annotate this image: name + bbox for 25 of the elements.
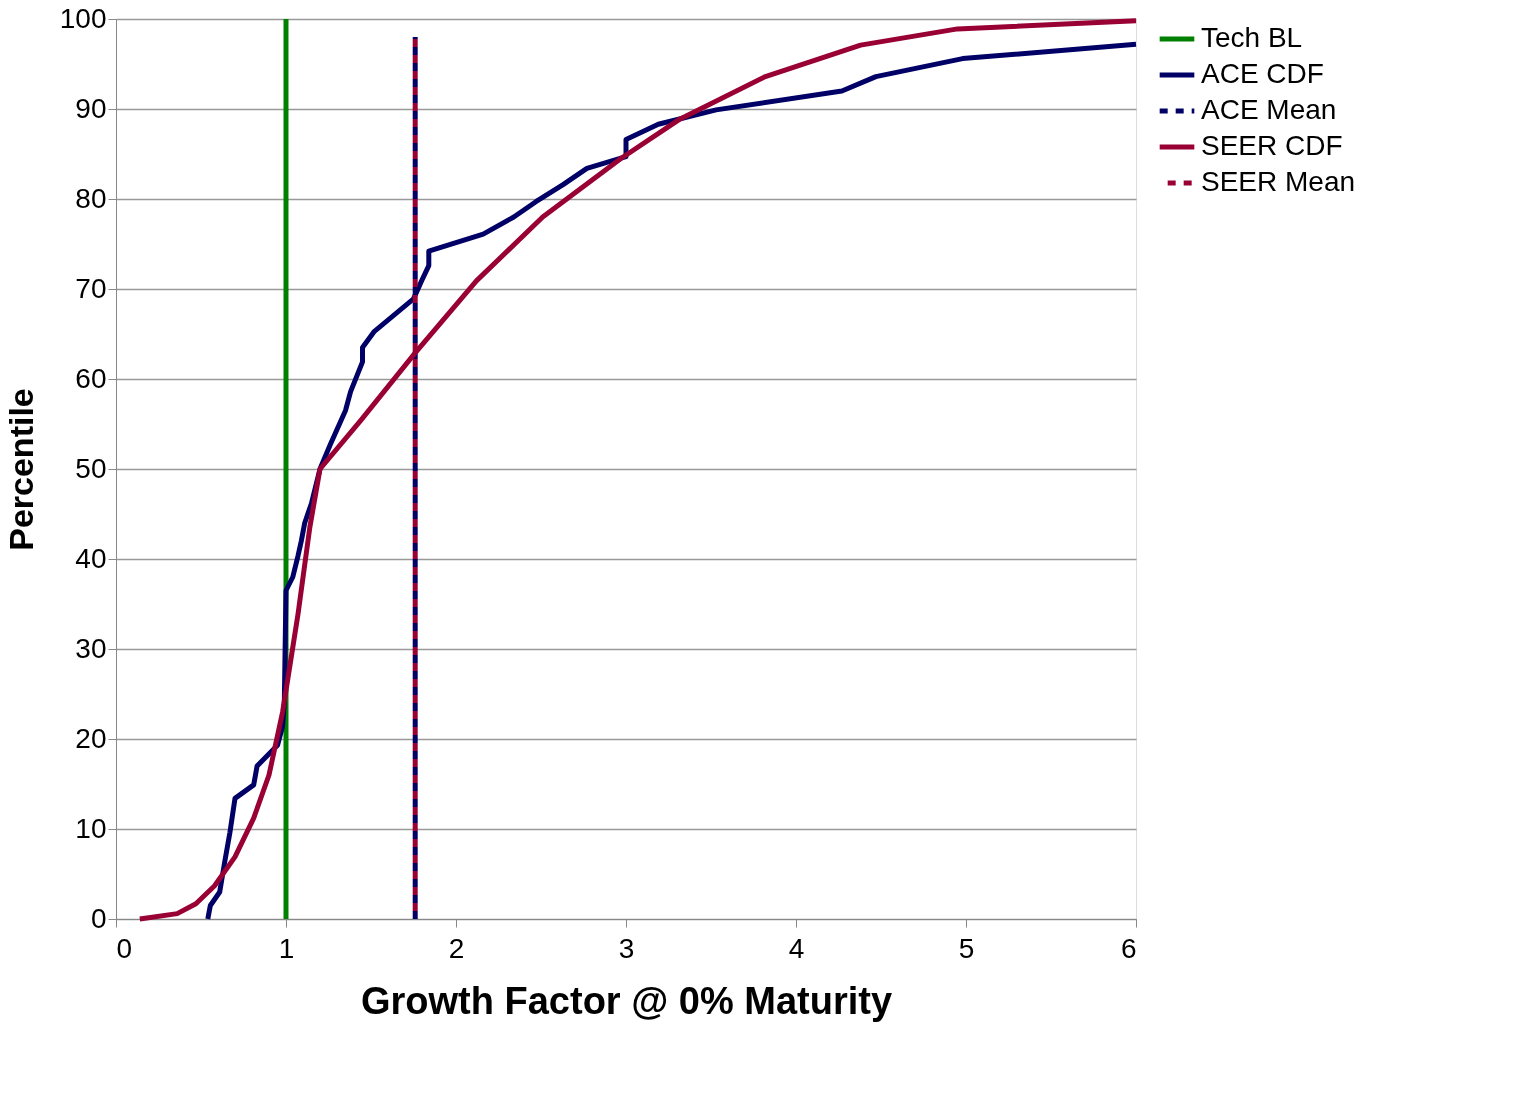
x-tick-label: 0 bbox=[116, 932, 133, 964]
y-axis-title: Percentile bbox=[1, 388, 40, 551]
y-tick-label: 40 bbox=[75, 542, 107, 574]
x-tick-label: 3 bbox=[618, 932, 635, 964]
y-tick-label: 20 bbox=[75, 722, 107, 754]
y-tick-label: 30 bbox=[75, 632, 107, 664]
x-tick-label: 4 bbox=[788, 932, 805, 964]
legend-label: SEER CDF bbox=[1201, 130, 1343, 161]
y-tick-label: 70 bbox=[75, 272, 107, 304]
y-tick-label: 10 bbox=[75, 812, 107, 844]
legend-label: ACE CDF bbox=[1201, 58, 1324, 89]
x-tick-label: 6 bbox=[1120, 932, 1137, 964]
legend-label: Tech BL bbox=[1201, 22, 1303, 53]
y-tick-label: 90 bbox=[75, 92, 107, 124]
y-tick-label: 80 bbox=[75, 182, 107, 214]
x-tick-label: 1 bbox=[278, 932, 295, 964]
x-tick-label: 2 bbox=[448, 932, 465, 964]
y-tick-label: 100 bbox=[59, 2, 107, 34]
x-tick-label: 5 bbox=[958, 932, 975, 964]
legend-label: ACE Mean bbox=[1201, 94, 1337, 125]
y-tick-label: 60 bbox=[75, 362, 107, 394]
legend-label: SEER Mean bbox=[1201, 166, 1356, 197]
y-tick-label: 50 bbox=[75, 452, 107, 484]
y-tick-label: 0 bbox=[90, 902, 107, 934]
x-axis-title: Growth Factor @ 0% Maturity bbox=[360, 979, 893, 1022]
